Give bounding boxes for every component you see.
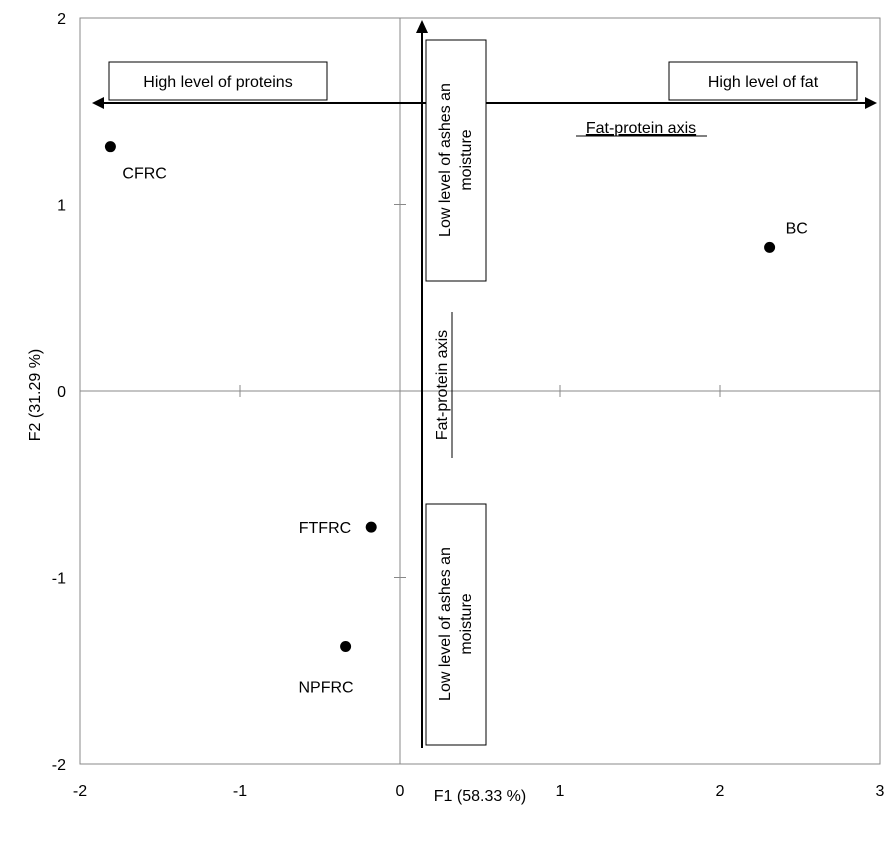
data-point-cfrc	[104, 141, 116, 153]
y-axis-title: F2 (31.29 %)	[27, 349, 44, 441]
low-ashes-top-line2: moisture	[458, 129, 475, 190]
x-tick-label: 1	[556, 783, 565, 800]
y-tick-label: 0	[57, 384, 66, 401]
low-ashes-bottom-box: Low level of ashes an moisture	[425, 503, 487, 746]
y-tick-label: 1	[57, 198, 66, 215]
x-tick-label: 0	[396, 783, 405, 800]
low-ashes-bottom-line2: moisture	[458, 593, 475, 654]
low-ashes-top-box: Low level of ashes an moisture	[425, 39, 487, 282]
point-label-bc: BC	[786, 220, 808, 237]
x-tick-label: -1	[233, 783, 247, 800]
y-tick-label: -1	[52, 571, 66, 588]
high-proteins-label: High level of proteins	[143, 74, 292, 91]
fat-protein-axis-vertical-label: Fat-protein axis	[434, 330, 451, 440]
x-axis-title: F1 (58.33 %)	[434, 788, 526, 805]
y-tick-label: 2	[57, 11, 66, 28]
x-tick-label: 2	[716, 783, 725, 800]
y-axis-tick-labels: 2 1 0 -1 -2	[52, 11, 66, 774]
x-axis-tick-labels: -2 -1 0 1 2 3	[73, 783, 885, 800]
data-point-npfrc	[340, 641, 352, 653]
fat-protein-axis-horizontal-label: Fat-protein axis	[586, 120, 696, 137]
fat-protein-axis-vertical: Fat-protein axis	[434, 312, 453, 458]
low-ashes-top-line1: Low level of ashes an	[437, 83, 454, 237]
data-points: CFRC BC FTFRC NPFRC	[104, 141, 808, 697]
high-proteins-box: High level of proteins	[108, 61, 328, 101]
high-fat-box: High level of fat	[668, 61, 858, 101]
high-fat-label: High level of fat	[708, 74, 819, 91]
low-ashes-bottom-line1: Low level of ashes an	[437, 547, 454, 701]
data-point-bc	[764, 241, 776, 253]
x-axis-ticks	[79, 385, 881, 397]
y-tick-label: -2	[52, 757, 66, 774]
point-label-npfrc: NPFRC	[298, 680, 353, 697]
x-tick-label: 3	[876, 783, 885, 800]
x-tick-label: -2	[73, 783, 87, 800]
y-axis-ticks	[394, 17, 406, 765]
point-label-cfrc: CFRC	[122, 166, 166, 183]
data-point-ftfrc	[365, 521, 377, 533]
point-label-ftfrc: FTFRC	[299, 520, 351, 537]
vertical-arrow	[416, 20, 428, 748]
